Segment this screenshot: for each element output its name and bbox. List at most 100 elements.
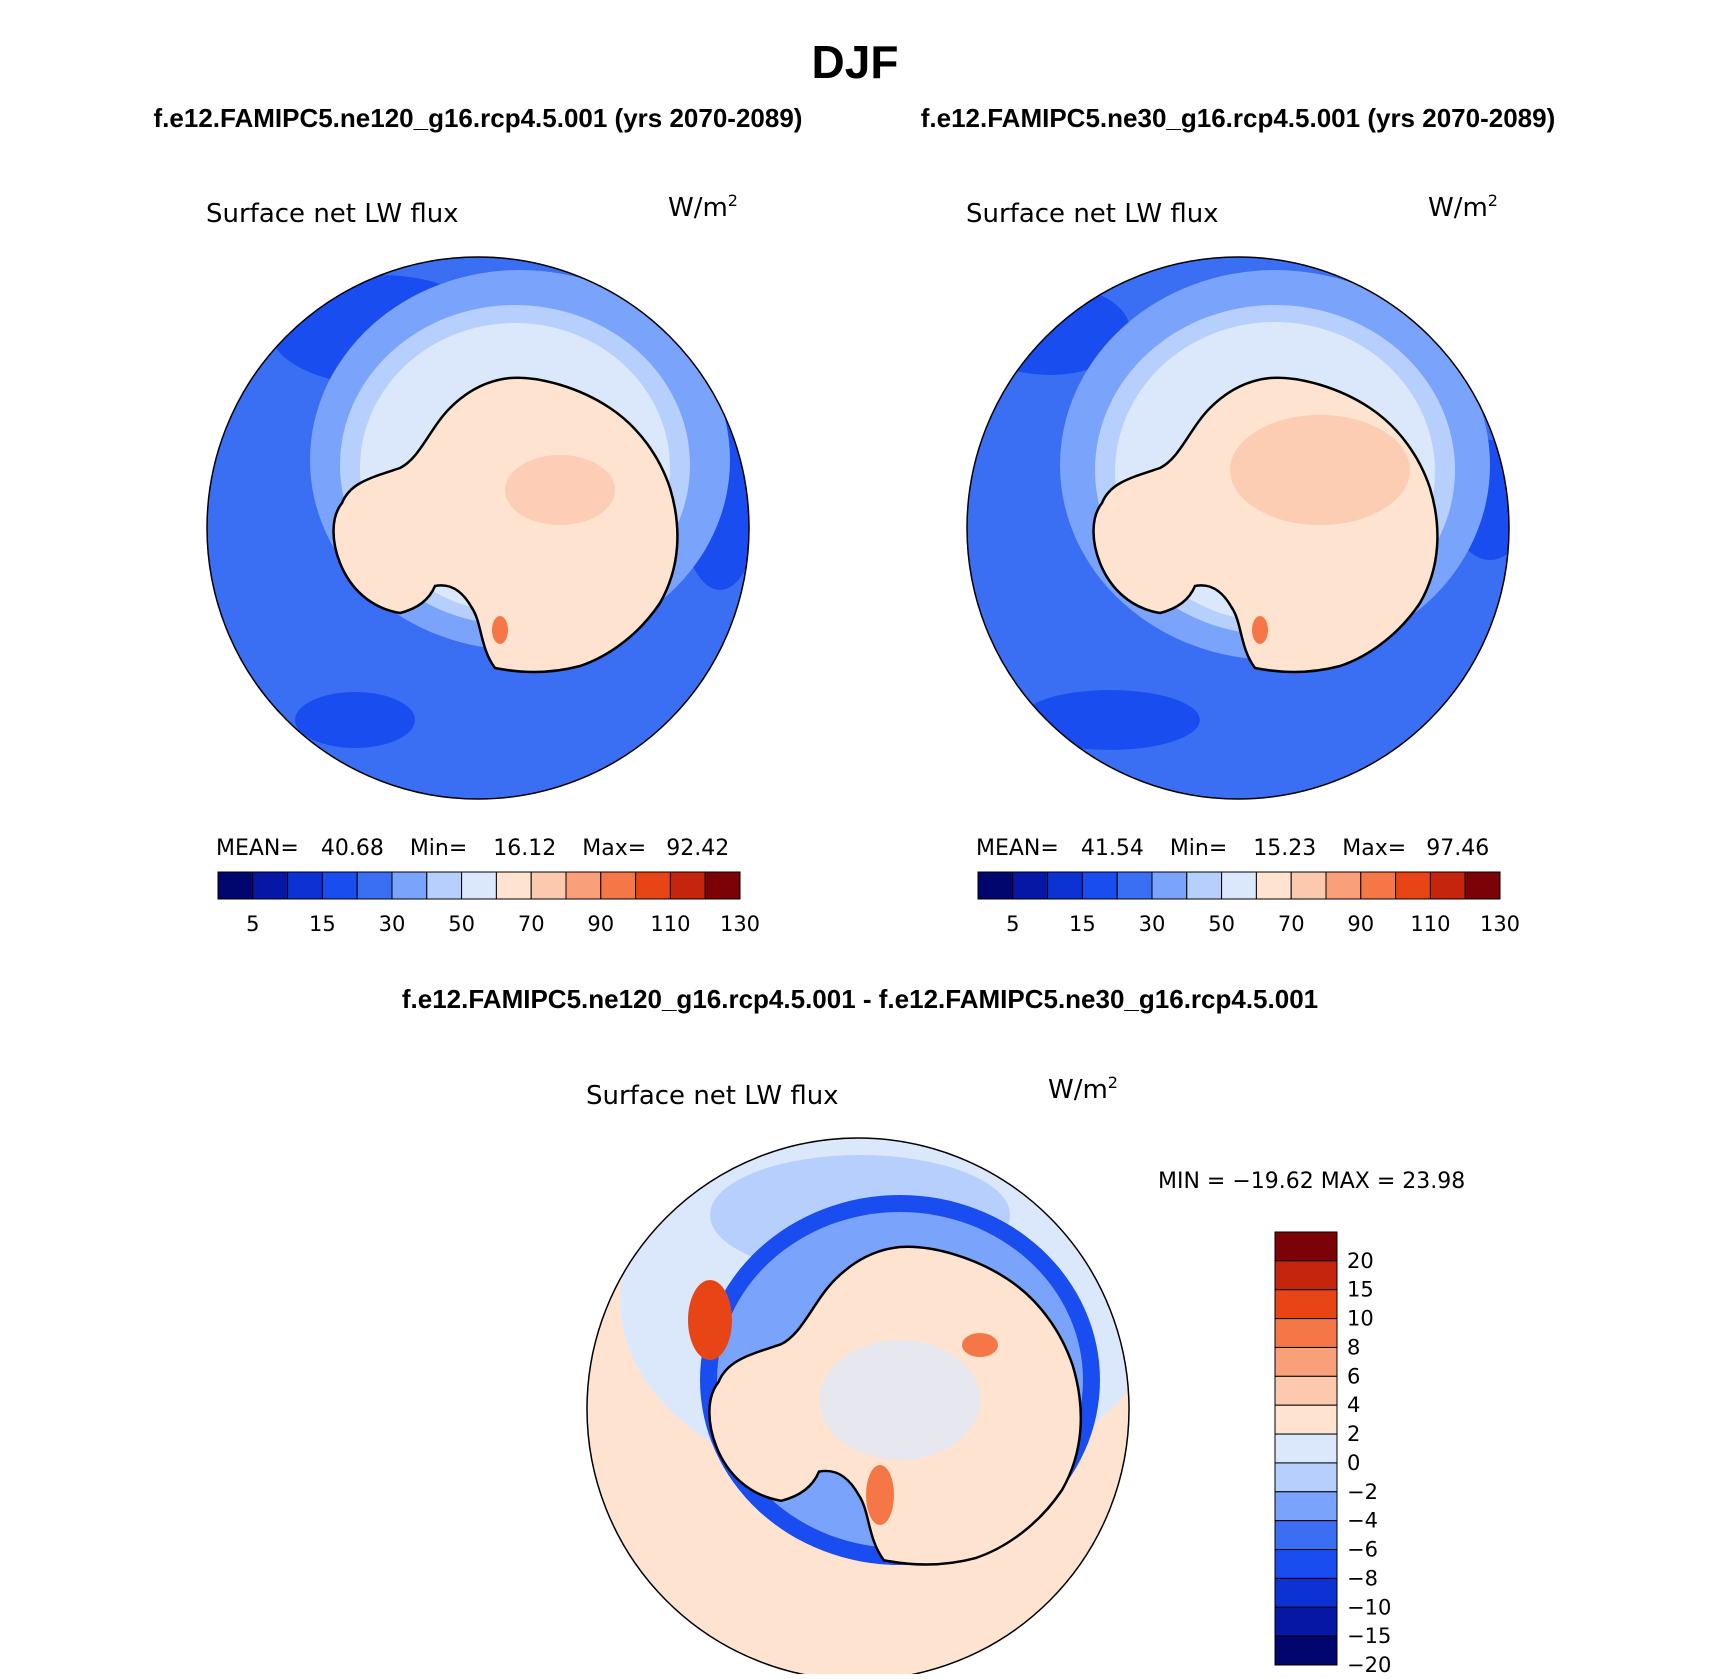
diff-minmax: MIN = −19.62 MAX = 23.98 <box>1158 1169 1465 1194</box>
right-colorbar-box <box>1325 871 1362 900</box>
left-colorbar-box <box>530 871 567 900</box>
right-colorbar-box <box>1221 871 1257 900</box>
right-colorbar-tick-label: 30 <box>1139 912 1166 936</box>
left-colorbar-box <box>287 871 323 900</box>
left-units: W/m2 <box>668 191 738 223</box>
right-colorbar-box <box>1047 871 1083 900</box>
diff-colorbar-box <box>1274 1577 1338 1608</box>
diff-interior-neg <box>820 1340 980 1460</box>
diff-colorbar-box <box>1274 1318 1338 1348</box>
left-case-title: f.e12.FAMIPC5.ne120_g16.rcp4.5.001 (yrs … <box>154 103 803 133</box>
left-peak <box>492 616 508 644</box>
diff-colorbar-tick-label: 4 <box>1347 1393 1360 1417</box>
left-colorbar-box <box>600 871 637 900</box>
diff-colorbar-box <box>1274 1462 1338 1493</box>
left-colorbar-tick-label: 90 <box>587 912 614 936</box>
diff-colorbar-box <box>1274 1404 1338 1435</box>
diff-colorbar-tick-label: −6 <box>1347 1538 1378 1562</box>
right-map-border <box>966 256 1510 800</box>
right-colorbar-box <box>1151 871 1188 900</box>
left-colorbar: 5 15 30 50 70 90 110 130 <box>217 871 760 936</box>
diff-colorbar-box <box>1274 1606 1338 1637</box>
left-colorbar-box <box>635 871 671 900</box>
right-colorbar-box <box>1395 871 1431 900</box>
right-colorbar-tick-label: 70 <box>1278 912 1305 936</box>
diff-colorbar-tick-label: 15 <box>1347 1278 1374 1302</box>
left-colorbar-box <box>356 871 393 900</box>
left-colorbar-box <box>565 871 602 900</box>
diff-title: f.e12.FAMIPC5.ne120_g16.rcp4.5.001 - f.e… <box>402 984 1318 1014</box>
right-colorbar-box <box>1360 871 1397 900</box>
right-colorbar-tick-label: 15 <box>1069 912 1096 936</box>
left-colorbar-tick-label: 50 <box>448 912 475 936</box>
diff-colorbar-tick-label: −10 <box>1347 1595 1391 1619</box>
diff-colorbar-box <box>1274 1375 1338 1406</box>
diff-map <box>587 1138 1129 1679</box>
diff-east-peak <box>962 1333 998 1357</box>
diff-colorbar-tick-label: 8 <box>1347 1335 1360 1359</box>
right-colorbar-tick-label: 130 <box>1480 912 1520 936</box>
left-colorbar-box <box>704 871 741 900</box>
diff-map-border <box>586 1137 1130 1679</box>
diff-colorbar-tick-label: −8 <box>1347 1566 1378 1590</box>
diff-colorbar-tick-label: 20 <box>1347 1249 1374 1273</box>
left-map <box>207 257 749 799</box>
right-stats: MEAN= 41.54 Min= 15.23 Max= 97.46 <box>976 836 1489 861</box>
diff-colorbar-box <box>1274 1520 1338 1551</box>
diff-colorbar-tick-label: −15 <box>1347 1624 1391 1648</box>
diff-units: W/m2 <box>1048 1073 1118 1105</box>
diff-colorbar-box <box>1274 1635 1338 1666</box>
left-colorbar-tick-label: 15 <box>309 912 336 936</box>
left-colorbar-box <box>252 871 289 900</box>
left-colorbar-tick-label: 5 <box>246 912 259 936</box>
right-colorbar-box <box>1429 871 1466 900</box>
right-colorbar-box <box>1081 871 1118 900</box>
diff-variable-label: Surface net LW flux <box>586 1081 839 1111</box>
left-high-region <box>505 455 615 525</box>
right-colorbar-tick-label: 50 <box>1208 912 1235 936</box>
right-map <box>967 257 1509 799</box>
diff-colorbar-tick-label: −20 <box>1347 1653 1391 1674</box>
right-colorbar-tick-label: 110 <box>1410 912 1450 936</box>
left-colorbar-box <box>669 871 706 900</box>
diff-peninsula-peak <box>688 1280 732 1360</box>
right-panel: Surface net LW flux W/m2 MEAN= 41.54 Min= 1… <box>966 191 1520 936</box>
right-colorbar-box <box>1186 871 1223 900</box>
right-colorbar-tick-label: 90 <box>1347 912 1374 936</box>
right-colorbar-box <box>977 871 1014 900</box>
left-colorbar-tick-label: 110 <box>650 912 690 936</box>
diff-colorbar-box <box>1274 1231 1338 1262</box>
diff-colorbar-box <box>1274 1289 1338 1320</box>
right-case-title: f.e12.FAMIPC5.ne30_g16.rcp4.5.001 (yrs 2… <box>921 103 1556 133</box>
diff-colorbar-box <box>1274 1491 1338 1522</box>
left-colorbar-tick-label: 130 <box>720 912 760 936</box>
diff-colorbar-tick-label: 10 <box>1347 1307 1374 1331</box>
left-colorbar-box <box>426 871 463 900</box>
left-colorbar-tick-label: 70 <box>518 912 545 936</box>
diff-colorbar-tick-label: −2 <box>1347 1480 1378 1504</box>
left-colorbar-box <box>391 871 428 900</box>
right-colorbar-box <box>1464 871 1501 900</box>
left-colorbar-box <box>461 871 497 900</box>
right-colorbar-box <box>1255 871 1292 900</box>
left-low-region-sw <box>295 692 415 748</box>
diff-colorbar-tick-label: 0 <box>1347 1451 1360 1475</box>
diff-colorbar-tick-label: −4 <box>1347 1509 1378 1533</box>
right-colorbar-box <box>1012 871 1049 900</box>
left-colorbar-tick-label: 30 <box>379 912 406 936</box>
left-variable-label: Surface net LW flux <box>206 199 459 229</box>
diff-colorbar-box <box>1274 1260 1338 1291</box>
super-title: DJF <box>812 36 899 88</box>
right-colorbar: 5 15 30 50 70 90 110 130 <box>977 871 1520 936</box>
right-units: W/m2 <box>1428 191 1498 223</box>
right-colorbar-box <box>1116 871 1153 900</box>
left-panel: Surface net LW flux W/m2 MEAN= 40.68 Min= 1… <box>206 191 760 936</box>
left-stats: MEAN= 40.68 Min= 16.12 Max= 92.42 <box>216 836 729 861</box>
diff-colorbar-tick-label: 2 <box>1347 1422 1360 1446</box>
diff-colorbar-box <box>1274 1433 1338 1464</box>
left-colorbar-box <box>321 871 358 900</box>
right-variable-label: Surface net LW flux <box>966 199 1219 229</box>
right-high-region <box>1230 415 1410 525</box>
